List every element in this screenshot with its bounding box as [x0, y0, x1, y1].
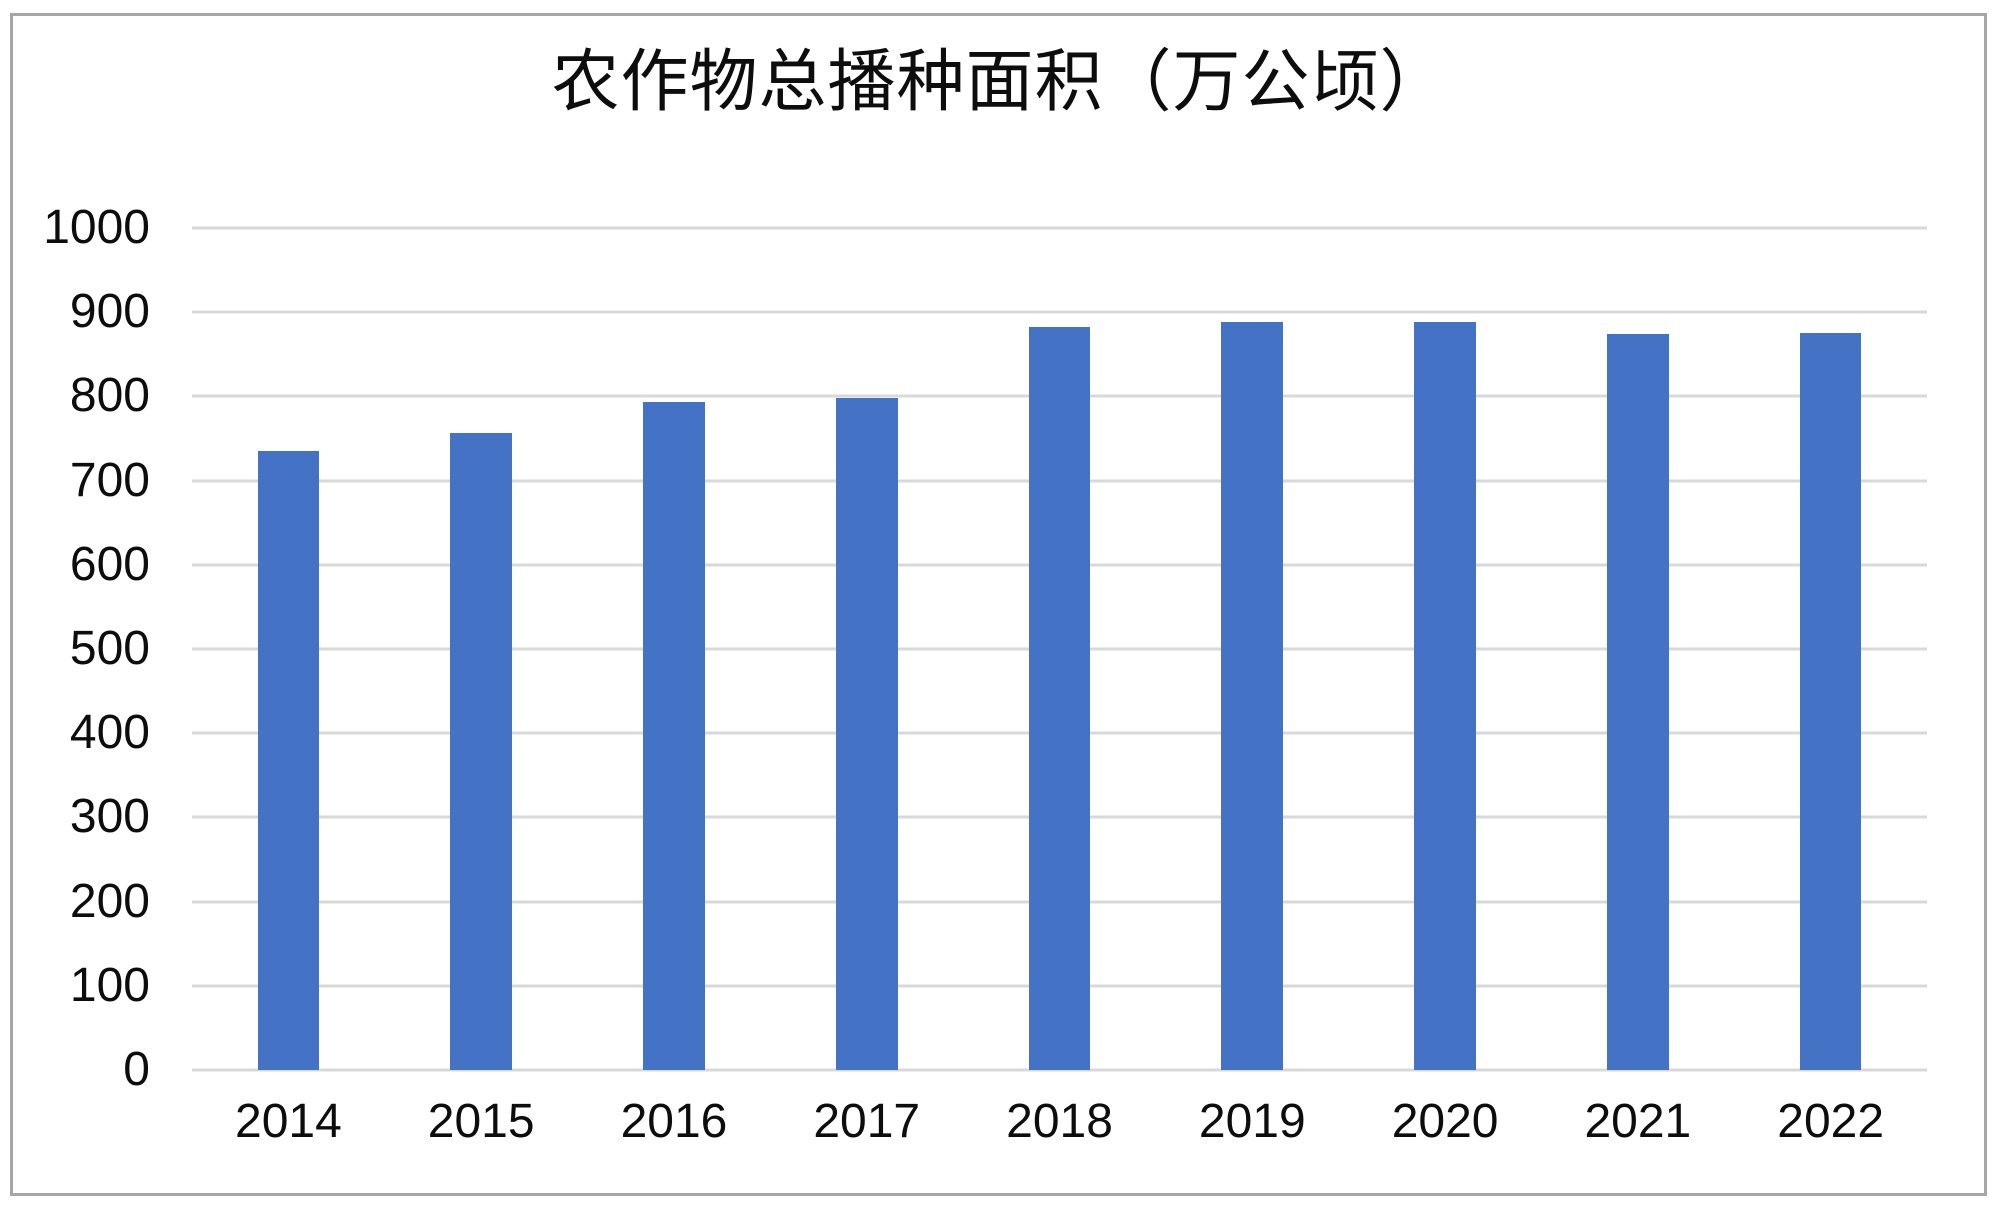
x-axis-tick-label-2015: 2015	[427, 1095, 535, 1148]
bar-2022	[1799, 333, 1862, 1070]
x-axis-tick-label-2018: 2018	[1006, 1095, 1113, 1148]
bar-2021	[1607, 334, 1669, 1070]
x-axis: 2014 2015 2016 2017 2018 2019 2020 2021 2022	[192, 1094, 1927, 1149]
bar-slot-2017	[770, 228, 963, 1070]
bar-2019	[1221, 322, 1284, 1070]
bar-slot-2019	[1156, 228, 1349, 1070]
bar-2016	[643, 402, 705, 1070]
plot-area	[192, 226, 1927, 1072]
bar-2017	[835, 398, 898, 1070]
x-axis-tick-label-2020: 2020	[1391, 1095, 1499, 1148]
bars-row	[192, 228, 1927, 1070]
bar-slot-2016	[578, 228, 771, 1070]
x-axis-tick-label-2019: 2019	[1198, 1095, 1306, 1148]
x-axis-tick-label-2016: 2016	[620, 1095, 728, 1148]
gridline-900	[192, 310, 1927, 314]
bar-2015	[450, 432, 513, 1070]
bar-slot-2021	[1541, 228, 1734, 1070]
bar-slot-2018	[963, 228, 1156, 1070]
bar-2020	[1414, 322, 1476, 1070]
x-axis-tick-label-2021: 2021	[1584, 1095, 1692, 1148]
x-axis-tick-label-2022: 2022	[1777, 1095, 1885, 1148]
gridline-0	[192, 1068, 1927, 1072]
chart-title: 农作物总播种面积（万公顷）	[551, 44, 1449, 120]
bar-2018	[1028, 327, 1091, 1070]
x-axis-tick-label-2017: 2017	[813, 1095, 921, 1148]
bar-2014	[257, 451, 320, 1070]
x-axis-tick-label-2014: 2014	[235, 1095, 342, 1148]
bar-slot-2014	[192, 228, 385, 1070]
bar-slot-2015	[385, 228, 578, 1070]
bar-slot-2020	[1349, 228, 1542, 1070]
bar-slot-2022	[1734, 228, 1927, 1070]
gridline-1000	[192, 226, 1927, 230]
y-axis: 0 100 200 300 400 500 600 700 800 900 1000	[43, 201, 150, 1096]
